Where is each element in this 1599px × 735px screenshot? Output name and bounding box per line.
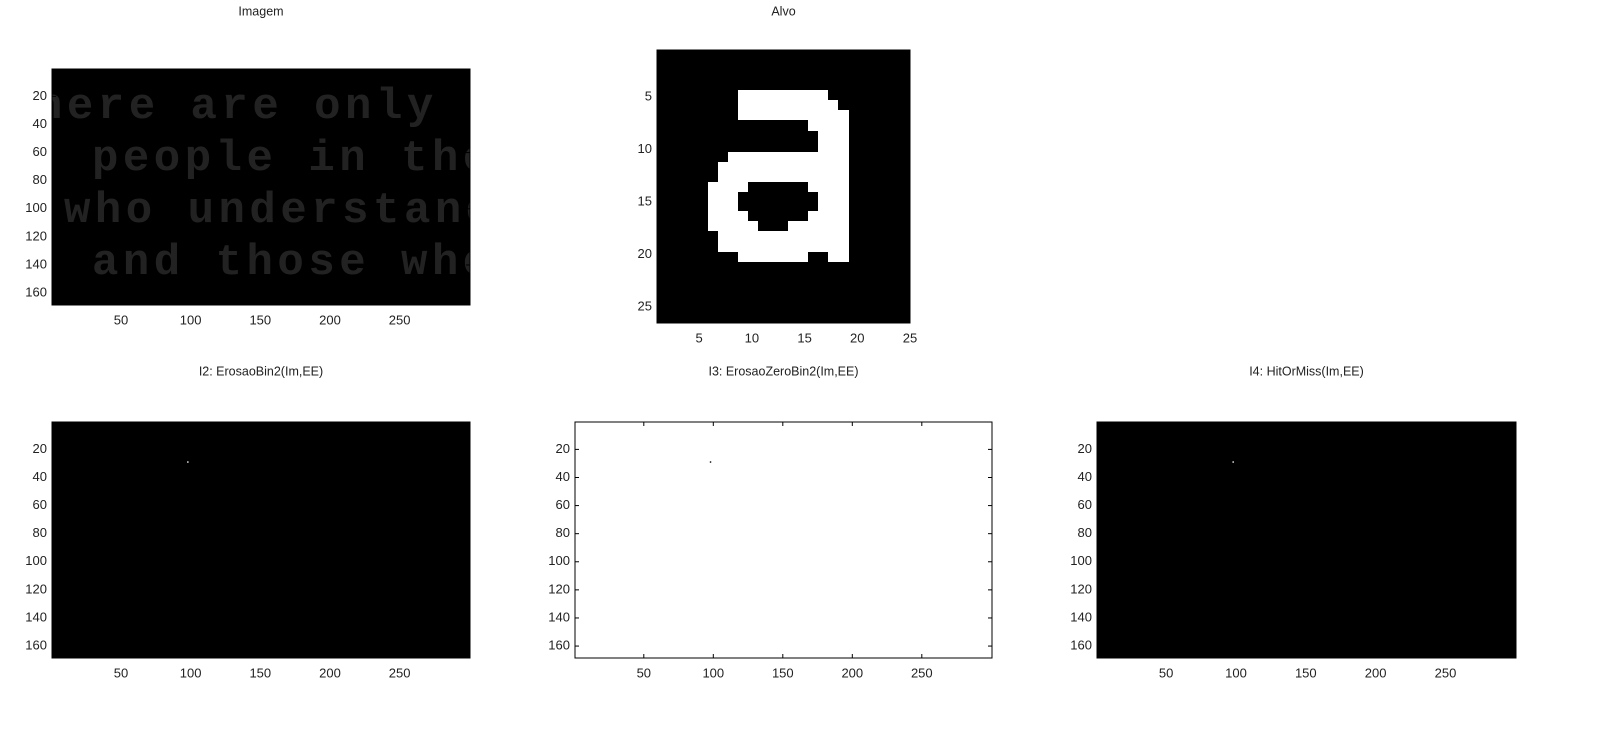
point: [187, 461, 189, 463]
image-text-line: who understand: [64, 186, 497, 236]
y-tick-label: 40: [556, 469, 570, 484]
y-tick-label: 100: [25, 553, 47, 568]
image-background: [1097, 422, 1516, 658]
x-tick-label: 50: [1159, 665, 1173, 680]
y-tick-label: 140: [1070, 609, 1092, 624]
y-tick-label: 40: [33, 469, 47, 484]
y-tick-label: 140: [548, 609, 570, 624]
y-tick-label: 10: [638, 141, 652, 156]
y-tick-label: 80: [33, 172, 47, 187]
subplot: I4: HitOrMiss(Im,EE) 50 100 150 200 250 20 40 60…: [1070, 364, 1517, 680]
x-tick-label: 100: [180, 665, 202, 680]
y-tick-label: 120: [25, 581, 47, 596]
subplot: I2: ErosaoBin2(Im,EE) 50 100 150 200 250 20 40 6…: [25, 364, 471, 680]
x-tick-label: 20: [850, 330, 864, 345]
y-tick-label: 120: [548, 581, 570, 596]
y-tick-label: 140: [25, 609, 47, 624]
x-tick-label: 150: [249, 665, 271, 680]
y-tick-label: 80: [1078, 525, 1092, 540]
x-tick-label: 200: [1365, 665, 1387, 680]
image-background: [575, 422, 992, 658]
x-tick-label: 100: [702, 665, 724, 680]
x-tick-label: 200: [319, 312, 341, 327]
axes-frame: [51, 421, 471, 659]
y-tick-label: 15: [638, 194, 652, 209]
y-tick-label: 80: [556, 525, 570, 540]
x-tick-label: 5: [696, 330, 703, 345]
x-tick-label: 150: [249, 312, 271, 327]
y-tick-label: 100: [548, 553, 570, 568]
image-background: [52, 69, 470, 305]
chart-title: I3: ErosaoZeroBin2(Im,EE): [708, 364, 858, 378]
y-tick-label: 20: [1078, 441, 1092, 456]
point: [1232, 461, 1234, 463]
x-tick-label: 50: [114, 312, 128, 327]
y-tick-label: 40: [33, 116, 47, 131]
image-content: [187, 461, 189, 463]
x-tick-label: 50: [114, 665, 128, 680]
x-tick-label: 200: [841, 665, 863, 680]
chart-title: Alvo: [771, 4, 795, 18]
axes-frame: [1096, 421, 1517, 659]
image-background: [52, 422, 470, 658]
y-tick-label: 20: [33, 441, 47, 456]
y-tick-label: 60: [1078, 497, 1092, 512]
image-content: [709, 461, 712, 463]
y-tick-label: 140: [25, 256, 47, 271]
y-tick-label: 160: [25, 637, 47, 652]
y-tick-label: 5: [645, 89, 652, 104]
y-tick-label: 160: [548, 637, 570, 652]
y-tick-label: 80: [33, 525, 47, 540]
y-tick-label: 25: [638, 299, 652, 314]
y-tick-label: 100: [1070, 553, 1092, 568]
x-tick-label: 15: [797, 330, 811, 345]
x-tick-label: 250: [389, 312, 411, 327]
x-tick-label: 200: [319, 665, 341, 680]
subplot: I3: ErosaoZeroBin2(Im,EE) 50 100 150 200 250 2…: [548, 364, 993, 680]
image-text-line: people in the: [92, 134, 494, 184]
chart-title: Imagem: [238, 4, 283, 18]
x-tick-label: 50: [637, 665, 651, 680]
y-tick-label: 60: [33, 144, 47, 159]
axes-frame: [656, 49, 911, 324]
x-tick-label: 100: [1225, 665, 1247, 680]
y-tick-label: 40: [1078, 469, 1092, 484]
x-tick-label: 150: [1295, 665, 1317, 680]
y-tick-label: 120: [1070, 581, 1092, 596]
y-tick-label: 100: [25, 200, 47, 215]
y-tick-label: 20: [33, 88, 47, 103]
y-tick-label: 20: [556, 441, 570, 456]
y-tick-label: 120: [25, 228, 47, 243]
axes-frame: [574, 421, 993, 659]
x-tick-label: 250: [911, 665, 933, 680]
glyph-a: [708, 90, 849, 262]
point: [709, 461, 712, 463]
y-tick-label: 160: [25, 284, 47, 299]
image-content: [1232, 461, 1234, 463]
chart-title: I4: HitOrMiss(Im,EE): [1249, 364, 1364, 378]
axes-frame: [51, 68, 471, 306]
subplot: Alvo 5 10 15 20 25 5 10 15 20 25: [638, 4, 918, 345]
image-text-line: and those who: [92, 238, 494, 288]
image-text-line: here are only 10: [36, 82, 530, 132]
x-tick-label: 100: [180, 312, 202, 327]
y-tick-label: 160: [1070, 637, 1092, 652]
y-tick-label: 60: [33, 497, 47, 512]
x-tick-label: 150: [772, 665, 794, 680]
x-tick-label: 10: [745, 330, 759, 345]
y-tick-label: 60: [556, 497, 570, 512]
image-content: [708, 90, 849, 262]
y-tick-label: 20: [638, 246, 652, 261]
chart-title: I2: ErosaoBin2(Im,EE): [199, 364, 323, 378]
x-tick-label: 25: [903, 330, 917, 345]
x-tick-label: 250: [1435, 665, 1457, 680]
x-tick-label: 250: [389, 665, 411, 680]
